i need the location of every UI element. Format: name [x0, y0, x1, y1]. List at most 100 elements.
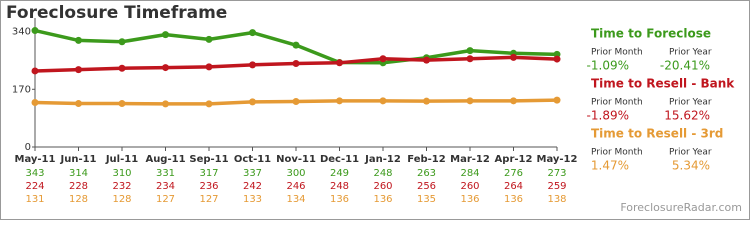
point: [205, 100, 213, 108]
summary-header: Prior Year: [669, 48, 712, 58]
summary-header: Prior Month: [591, 98, 643, 108]
point: [292, 41, 300, 49]
data-label: 136: [504, 194, 523, 205]
point: [162, 100, 169, 108]
summary-value: 5.34%: [672, 159, 710, 173]
point: [553, 55, 561, 63]
point: [423, 97, 430, 105]
summary-value: -20.41%: [660, 59, 710, 73]
data-label: 236: [199, 181, 218, 192]
legend-entry: Time to Resell - Bank: [591, 77, 735, 91]
point: [162, 31, 169, 39]
summary-header: Prior Year: [669, 98, 712, 108]
point: [466, 55, 474, 63]
point: [423, 56, 430, 64]
data-label: 337: [243, 168, 262, 179]
point: [249, 29, 256, 37]
data-label: 133: [243, 194, 262, 205]
point: [336, 59, 343, 67]
x-tick-label: Feb-12: [407, 154, 445, 165]
data-label: 284: [460, 168, 479, 179]
point: [31, 67, 39, 75]
data-label: 248: [373, 168, 392, 179]
data-label: 259: [547, 181, 566, 192]
chart-title: Foreclosure Timeframe: [6, 3, 227, 23]
y-tick-label: 0: [25, 142, 31, 153]
point: [31, 99, 39, 107]
point: [118, 100, 126, 108]
summary-value: 15.62%: [664, 109, 710, 123]
data-label: 260: [373, 181, 392, 192]
summary-value: -1.09%: [587, 59, 629, 73]
x-tick-label: Sep-11: [189, 154, 228, 165]
y-tick-label: 340: [12, 27, 31, 38]
data-label: 248: [330, 181, 349, 192]
data-label: 300: [286, 168, 305, 179]
data-label: 260: [460, 181, 479, 192]
x-tick-label: Oct-11: [234, 154, 271, 165]
summary-header: Prior Month: [591, 148, 643, 158]
data-label: 128: [112, 194, 131, 205]
x-tick-label: Apr-12: [495, 154, 533, 165]
x-tick-label: Jul-11: [105, 154, 138, 165]
point: [249, 61, 256, 69]
point: [249, 98, 256, 106]
point: [336, 97, 343, 105]
point: [162, 64, 169, 72]
data-label: 314: [69, 168, 88, 179]
data-label: 136: [330, 194, 349, 205]
legend-entry: Time to Foreclose: [591, 27, 711, 41]
y-tick-label: 170: [12, 84, 31, 95]
point: [31, 27, 39, 35]
data-label: 256: [417, 181, 436, 192]
point: [510, 53, 517, 61]
data-label: 249: [330, 168, 349, 179]
point: [466, 97, 474, 105]
point: [75, 66, 82, 74]
point: [118, 38, 126, 46]
x-tick-label: Jan-12: [364, 154, 401, 165]
summary-value: 1.47%: [591, 159, 629, 173]
point: [75, 100, 82, 108]
data-label: 128: [69, 194, 88, 205]
frame: [0, 0, 750, 220]
point: [292, 98, 300, 106]
chart: Foreclosure Timeframe ForeclosureRadar.c…: [0, 0, 750, 220]
summary-header: Prior Month: [591, 48, 643, 58]
data-label: 134: [286, 194, 305, 205]
point: [553, 96, 561, 104]
footer: ForeclosureRadar.com: [620, 201, 742, 214]
point: [205, 35, 213, 43]
point: [510, 97, 517, 105]
point: [205, 63, 213, 71]
point: [466, 47, 474, 55]
data-label: 264: [504, 181, 523, 192]
legend-entry: Time to Resell - 3rd: [591, 127, 723, 141]
x-tick-label: Nov-11: [276, 154, 316, 165]
data-label: 276: [504, 168, 523, 179]
point: [379, 55, 387, 63]
point: [292, 59, 300, 67]
data-label: 343: [25, 168, 44, 179]
summary-header: Prior Year: [669, 148, 712, 158]
data-label: 317: [199, 168, 218, 179]
x-tick-label: Jun-11: [59, 154, 96, 165]
data-label: 234: [156, 181, 175, 192]
data-label: 138: [547, 194, 566, 205]
x-tick-label: May-12: [537, 154, 578, 165]
data-label: 136: [460, 194, 479, 205]
data-label: 224: [25, 181, 44, 192]
x-tick-label: Dec-11: [320, 154, 359, 165]
x-tick-label: May-11: [15, 154, 56, 165]
data-label: 136: [373, 194, 392, 205]
data-label: 331: [156, 168, 175, 179]
x-tick-label: Mar-12: [450, 154, 490, 165]
point: [118, 64, 126, 72]
data-label: 127: [156, 194, 175, 205]
point: [379, 97, 387, 105]
summary-value: -1.89%: [587, 109, 629, 123]
data-label: 232: [112, 181, 131, 192]
data-label: 228: [69, 181, 88, 192]
data-label: 273: [547, 168, 566, 179]
data-label: 242: [243, 181, 262, 192]
